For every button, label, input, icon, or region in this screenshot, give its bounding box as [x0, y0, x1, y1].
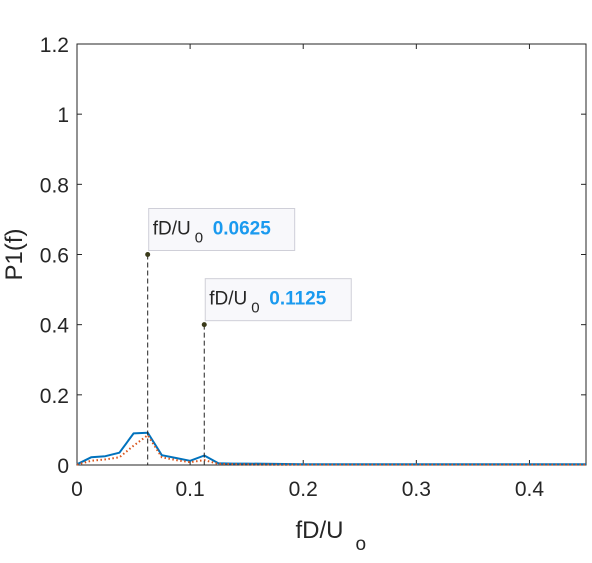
x-tick-label: 0 — [71, 478, 83, 501]
series-line-1 — [76, 431, 586, 466]
y-tick-label: 0.8 — [40, 174, 69, 197]
x-tick-label: 0.2 — [289, 478, 318, 501]
datatip-label: fD/U — [209, 289, 247, 310]
y-tick-label: 0.6 — [40, 245, 69, 268]
datatip-label: fD/U — [153, 219, 191, 240]
x-tick-label: 0.3 — [402, 478, 431, 501]
series-line-2 — [76, 434, 586, 466]
datatip-marker — [201, 322, 207, 328]
y-axis-label: P1(f) — [1, 228, 28, 280]
y-tick-label: 1.2 — [40, 34, 69, 57]
y-tick-label: 1 — [57, 104, 69, 127]
y-tick-label: 0.4 — [40, 315, 70, 338]
y-tick-label: 0.2 — [40, 385, 69, 408]
x-tick-label: 0.4 — [515, 478, 545, 501]
x-tick-label: 0.1 — [176, 478, 205, 501]
datatip-box — [148, 208, 296, 251]
datatip-marker — [145, 252, 151, 257]
datatip-value: 0.1125 — [269, 289, 326, 310]
datatip-box — [204, 278, 352, 322]
x-axis-label: fD/U — [296, 517, 344, 544]
datatip-label-subscript: 0 — [195, 230, 203, 247]
x-axis-label-subscript: o — [356, 534, 367, 555]
y-tick-label: 0 — [57, 455, 69, 478]
plot-frame — [76, 43, 587, 466]
datatip-value: 0.0625 — [213, 219, 272, 240]
datatip-label-subscript: 0 — [251, 300, 259, 317]
